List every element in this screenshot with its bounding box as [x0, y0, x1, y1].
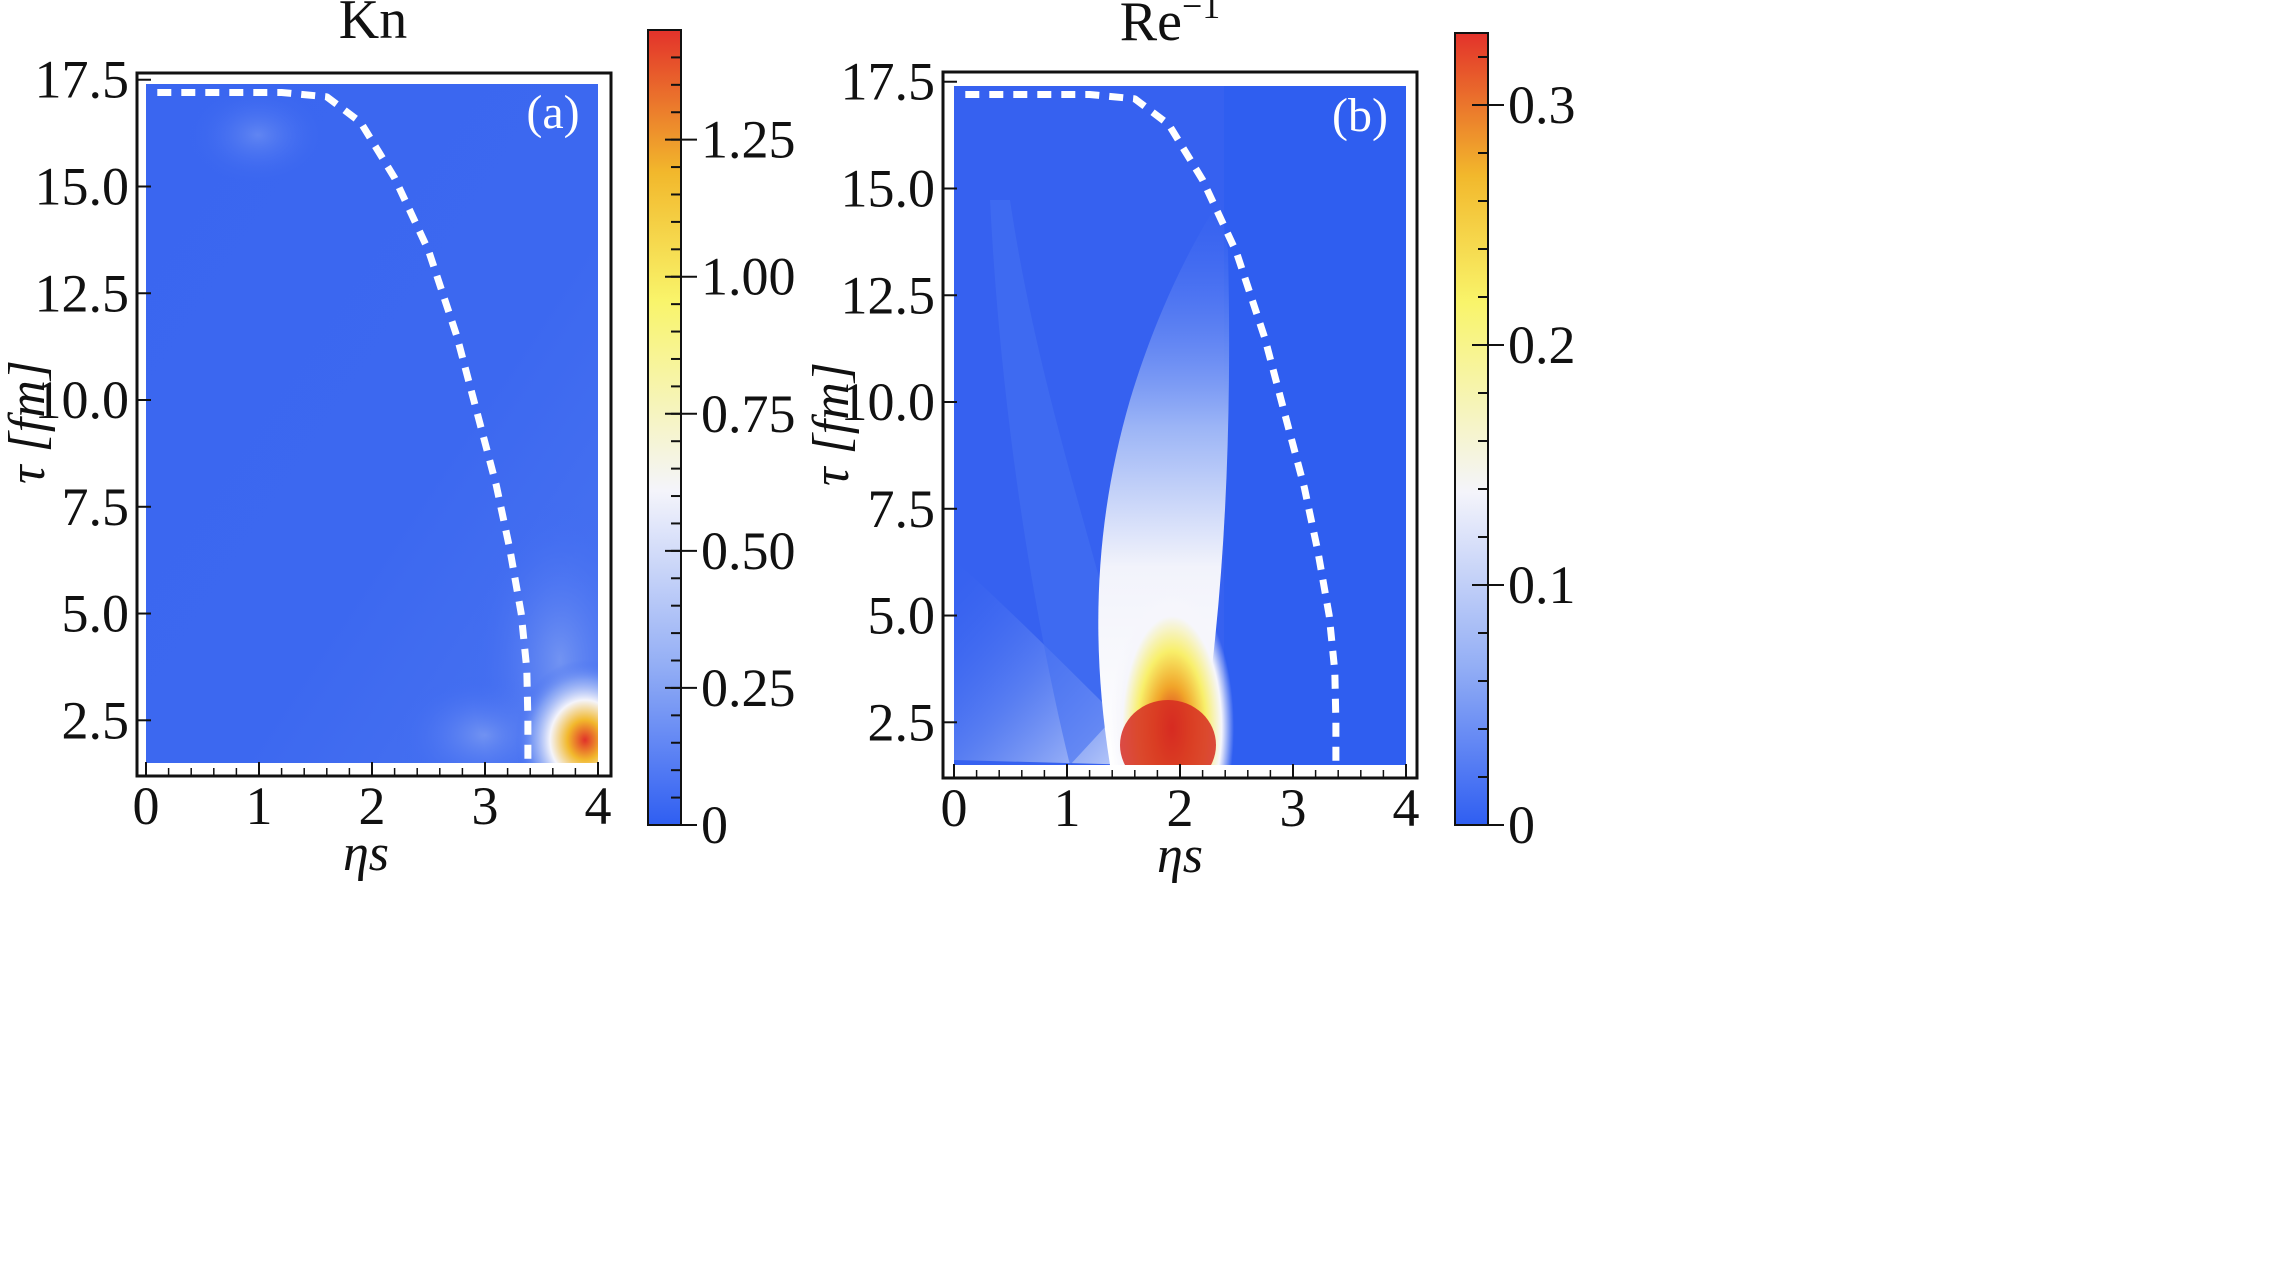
panel-a-x-tick-label: 1	[246, 776, 273, 836]
panel-a-y-tick-label: 15.0	[35, 156, 130, 216]
panel-b-y-tick-label: 10.0	[841, 372, 936, 432]
panel-a-contour-line	[157, 89, 532, 759]
panel-a-colorbar-tick-label: 0.75	[701, 384, 796, 444]
panel-a-axes: 0 1 2 3 4 2.5 5.0 7.5 10.0 12.5 15.0 17.5	[35, 50, 612, 836]
panel-a-xlabel: ηs	[343, 825, 389, 882]
panel-b-y-tick-label: 7.5	[868, 479, 936, 539]
panel-b-colorbar-tick-label: 0	[1508, 795, 1535, 855]
panel-b-streak	[990, 200, 1130, 765]
panel-a-ylabel: τ [fm]	[0, 360, 56, 484]
panel-a-y-tick-label: 12.5	[35, 263, 130, 323]
panel-a-edge-glow	[470, 500, 598, 763]
panel-a-tag: (a)	[526, 86, 579, 139]
panel-b-x-tick-label: 0	[941, 778, 968, 838]
panel-b-colorbar-tick-label: 0.2	[1508, 315, 1576, 375]
panel-b-contour-line	[965, 91, 1340, 761]
panel-a-colorbar-tick-label: 0.25	[701, 658, 796, 718]
panel-a-frame	[135, 71, 613, 778]
panel-b-colorbar-tick-label: 0.3	[1508, 75, 1576, 135]
panel-b-title-superscript: −1	[1182, 0, 1220, 26]
panel-b-y-tick-label: 17.5	[841, 52, 936, 112]
panel-a-colorbar-tick-label: 1.00	[701, 247, 796, 307]
panel-a-y-tick-label: 7.5	[62, 477, 130, 537]
panel-b-hotspot-peak	[1120, 700, 1216, 765]
panel-b-title: Re−1	[1120, 0, 1221, 53]
panel-a-y-tick-label: 5.0	[62, 584, 130, 644]
panel-b-ylabel: τ [fm]	[803, 362, 860, 486]
panel-a-y-tick-label: 10.0	[35, 370, 130, 430]
panel-b-x-tick-label: 2	[1167, 778, 1194, 838]
panel-b-y-tick-label: 2.5	[868, 692, 936, 752]
panel-b-y-tick-label: 15.0	[841, 158, 936, 218]
panel-b-y-tick-label: 5.0	[868, 586, 936, 646]
panel-a-x-tick-label: 0	[133, 776, 160, 836]
panel-b-tag: (b)	[1332, 89, 1388, 142]
panel-b-colorbar-frame	[1454, 32, 1489, 826]
panel-a-y-tick-label: 17.5	[35, 50, 130, 110]
panel-b-xlabel: ηs	[1157, 827, 1203, 884]
panel-a-colorbar-tick-label: 1.25	[701, 110, 796, 170]
panel-a-colorbar-frame	[647, 29, 682, 826]
panel-a-x-tick-label: 3	[472, 776, 499, 836]
panel-b-x-tick-label: 4	[1393, 778, 1420, 838]
panel-a-y-tick-label: 2.5	[62, 690, 130, 750]
panel-a-x-tick-label: 4	[585, 776, 612, 836]
panel-a-colorbar-tick-label: 0.50	[701, 521, 796, 581]
panel-b-x-tick-label: 3	[1280, 778, 1307, 838]
panel-b-colorbar-tick-label: 0.1	[1508, 555, 1576, 615]
panel-b-colorbar-ticks: 0 0.1 0.2 0.3	[1472, 56, 1576, 855]
panel-b-x-tick-label: 1	[1054, 778, 1081, 838]
panel-a-hotspot-peak	[515, 660, 598, 763]
panel-a-colorbar-tick-label: 0	[701, 795, 728, 855]
panel-a-colorbar	[648, 30, 681, 825]
panel-b-contour	[965, 91, 1340, 761]
panel-a-contour	[157, 89, 532, 759]
panel-a-x-tick-label: 2	[359, 776, 386, 836]
panel-a-hotspot-top	[188, 85, 328, 185]
panel-b-axes: 0 1 2 3 4 2.5 5.0 7.5 10.0 12.5 15.0 17.5	[841, 52, 1420, 838]
panel-a-title: Kn	[339, 0, 407, 51]
panel-b-title-base: Re	[1120, 0, 1182, 53]
panel-a-colorbar-ticks: 0 0.25 0.50 0.75 1.00 1.25	[665, 29, 796, 855]
panel-b-y-tick-label: 12.5	[841, 265, 936, 325]
panel-b-colorbar	[1455, 33, 1488, 825]
